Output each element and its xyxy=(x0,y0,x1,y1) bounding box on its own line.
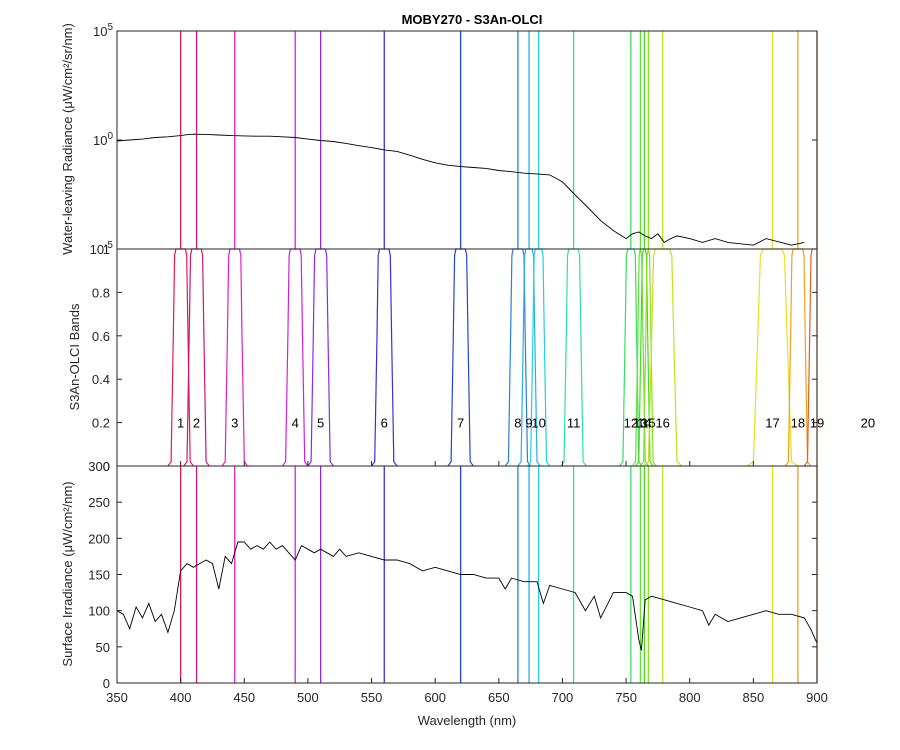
irradiance-y-tick-label: 200 xyxy=(88,531,110,546)
band-label-17: 17 xyxy=(765,416,779,431)
band-label-7: 7 xyxy=(457,416,464,431)
x-tick-label: 500 xyxy=(297,690,319,705)
x-tick-label: 750 xyxy=(615,690,637,705)
bands-y-tick-label: 0.8 xyxy=(92,285,110,300)
irradiance-y-tick-label: 100 xyxy=(88,604,110,619)
chart-title: MOBY270 - S3An-OLCI xyxy=(402,12,543,27)
x-tick-label: 550 xyxy=(361,690,383,705)
bands-y-label: S3An-OLCI Bands xyxy=(67,303,82,410)
band-label-15: 15 xyxy=(641,416,655,431)
x-tick-label: 600 xyxy=(424,690,446,705)
irradiance-y-ticks: 0 50 100 150 200 250 300 xyxy=(88,459,817,691)
x-tick-label: 800 xyxy=(679,690,701,705)
bands-y-ticks: 0 0.2 0.4 0.6 0.8 1 xyxy=(92,242,817,474)
band-label-5: 5 xyxy=(317,416,324,431)
x-tick-label: 700 xyxy=(552,690,574,705)
irradiance-panel: 0 50 100 150 200 250 300 350 400 450 500 550 600 650… xyxy=(60,459,828,728)
bands-y-tick-label: 0 xyxy=(103,459,110,474)
bands-y-tick-label: 1 xyxy=(103,242,110,257)
band-label-14: 14 xyxy=(637,416,651,431)
radiance-y-tick-label: 105 xyxy=(93,22,113,39)
band-label-20: 20 xyxy=(861,416,875,431)
band-label-3: 3 xyxy=(231,416,238,431)
irradiance-y-tick-label: 0 xyxy=(103,676,110,691)
band-label-16: 16 xyxy=(655,416,669,431)
x-tick-label: 900 xyxy=(806,690,828,705)
band-label-8: 8 xyxy=(514,416,521,431)
band-label-10: 10 xyxy=(531,416,545,431)
band-label-12: 12 xyxy=(624,416,638,431)
x-tick-label: 650 xyxy=(488,690,510,705)
x-tick-label: 850 xyxy=(743,690,765,705)
band-label-2: 2 xyxy=(193,416,200,431)
irradiance-y-tick-label: 50 xyxy=(96,640,110,655)
irradiance-series xyxy=(116,541,818,651)
radiance-line xyxy=(116,133,805,246)
bands-y-tick-label: 0.4 xyxy=(92,372,110,387)
x-tick-label: 350 xyxy=(106,690,128,705)
band-label-1: 1 xyxy=(177,416,184,431)
wavelength-x-ticks: 350 400 450 500 550 600 650 700 750 800 850 900 xyxy=(106,461,828,705)
band-label-13: 13 xyxy=(633,416,647,431)
radiance-y-tick-label: 100 xyxy=(93,131,113,148)
irradiance-y-tick-label: 300 xyxy=(88,459,110,474)
irradiance-y-tick-label: 150 xyxy=(88,568,110,583)
irradiance-line xyxy=(116,541,818,651)
radiance-series xyxy=(116,133,805,246)
radiance-y-tick-label: 10-5 xyxy=(90,240,114,257)
x-tick-label: 400 xyxy=(170,690,192,705)
radiance-y-ticks: 105 100 10-5 xyxy=(90,22,817,257)
radiance-y-label: Water-leaving Radiance (μW/cm²/sr/nm) xyxy=(60,23,75,255)
band-label-11: 11 xyxy=(567,416,581,431)
radiance-band-lines xyxy=(179,31,818,249)
bands-y-tick-label: 0.6 xyxy=(92,329,110,344)
band-label-4: 4 xyxy=(292,416,299,431)
band-label-18: 18 xyxy=(791,416,805,431)
irradiance-y-tick-label: 250 xyxy=(88,495,110,510)
x-tick-label: 450 xyxy=(233,690,255,705)
x-axis-label: Wavelength (nm) xyxy=(418,713,517,728)
band-label-6: 6 xyxy=(381,416,388,431)
irradiance-band-lines xyxy=(179,466,818,683)
irradiance-y-label: Surface Irradiance (μW/cm²/nm) xyxy=(60,481,75,666)
band-label-9: 9 xyxy=(525,416,532,431)
bands-y-tick-label: 0.2 xyxy=(92,416,110,431)
